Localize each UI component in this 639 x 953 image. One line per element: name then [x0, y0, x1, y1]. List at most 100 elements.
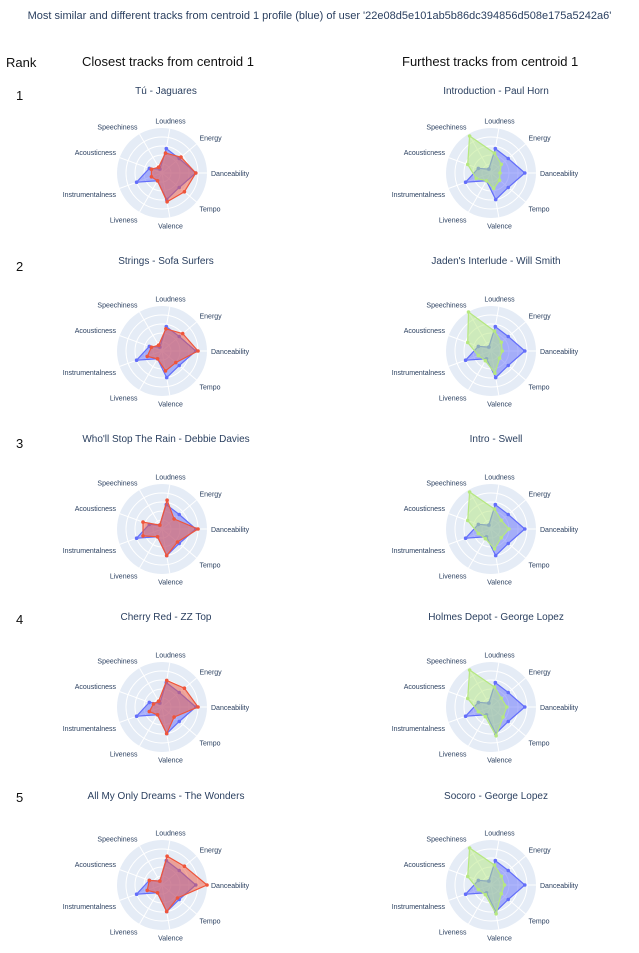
furthest-track-point-loudness [492, 685, 497, 689]
axis-label-instrumentalness: Instrumentalness [392, 904, 446, 911]
axis-label-tempo: Tempo [200, 563, 221, 570]
axis-label-loudness: Loudness [155, 475, 186, 482]
axis-label-danceability: Danceability [211, 527, 250, 534]
axis-label-loudness: Loudness [484, 653, 515, 660]
axis-label-speechiness: Speechiness [97, 659, 138, 666]
axis-label-tempo: Tempo [529, 563, 550, 570]
closest-radar-3: Danceability Energy Loudness Speechiness Aco… [63, 475, 250, 587]
furthest-track-point-liveness [483, 714, 488, 719]
centroid-point-danceability [523, 527, 527, 531]
closest-track-title: Strings - Sofa Surfers [118, 256, 214, 267]
furthest-track-point-danceability [507, 527, 511, 531]
axis-label-danceability: Danceability [540, 705, 579, 712]
centroid-point-energy [177, 512, 181, 517]
centroid-point-tempo [177, 363, 181, 368]
axis-label-instrumentalness: Instrumentalness [63, 370, 117, 377]
axis-label-instrumentalness: Instrumentalness [392, 726, 446, 733]
axis-label-tempo: Tempo [529, 385, 550, 392]
closest-track-point-danceability [196, 349, 200, 353]
closest-track-point-loudness [165, 854, 169, 858]
closest-track-area [142, 498, 200, 557]
axis-label-instrumentalness: Instrumentalness [63, 548, 117, 555]
rank-number: 5 [16, 790, 24, 805]
rank-header: Rank [6, 55, 37, 70]
rank-number: 3 [16, 436, 24, 451]
centroid-point-danceability [523, 705, 527, 709]
centroid-point-tempo [177, 719, 181, 724]
axis-label-valence: Valence [487, 579, 512, 586]
centroid-point-energy [506, 334, 511, 339]
axis-label-speechiness: Speechiness [426, 481, 467, 488]
centroid-point-energy [506, 868, 511, 873]
furthest-track-point-liveness [483, 536, 488, 541]
axis-label-energy: Energy [200, 136, 223, 143]
furthest-track-title: Jaden's Interlude - Will Smith [431, 256, 561, 267]
axis-label-instrumentalness: Instrumentalness [63, 726, 117, 733]
axis-label-liveness: Liveness [110, 217, 138, 224]
furthest-track-point-speechiness [467, 846, 472, 850]
axis-label-acousticness: Acousticness [404, 684, 446, 691]
closest-track-title: All My Only Dreams - The Wonders [87, 791, 245, 802]
furthest-track-point-liveness [483, 892, 488, 897]
axis-label-speechiness: Speechiness [426, 659, 467, 666]
axis-label-energy: Energy [529, 670, 552, 677]
closest-track-point-valence [164, 731, 169, 736]
axis-label-valence: Valence [487, 401, 512, 408]
closest-track-point-tempo [172, 715, 176, 719]
furthest-track-point-energy [499, 696, 504, 701]
furthest-track-point-tempo [501, 715, 505, 719]
furthest-track-point-speechiness [467, 490, 472, 494]
furthest-track-point-instrumentalness [476, 353, 481, 358]
closest-track-point-acousticness [149, 345, 154, 350]
axis-label-valence: Valence [158, 935, 183, 942]
closest-column-header: Closest tracks from centroid 1 [82, 54, 254, 69]
centroid-point-tempo [506, 185, 511, 190]
centroid-point-tempo [506, 541, 511, 546]
centroid-point-loudness [493, 680, 498, 685]
furthest-track-point-tempo [499, 535, 504, 540]
axis-label-acousticness: Acousticness [404, 862, 446, 869]
furthest-track-point-energy [499, 874, 504, 879]
closest-track-point-energy [179, 155, 183, 159]
furthest-track-point-energy [499, 340, 504, 345]
axis-label-tempo: Tempo [529, 207, 550, 214]
furthest-track-title: Intro - Swell [469, 434, 523, 445]
furthest-track-point-acousticness [465, 874, 470, 879]
closest-track-point-loudness [165, 498, 169, 503]
furthest-track-point-loudness [492, 507, 497, 511]
axis-label-liveness: Liveness [439, 573, 467, 580]
figure-title: Most similar and different tracks from c… [27, 10, 612, 22]
closest-track-point-energy [182, 864, 187, 868]
centroid-point-loudness [164, 146, 169, 151]
closest-track-area [146, 328, 199, 372]
axis-label-loudness: Loudness [155, 653, 186, 660]
axis-label-speechiness: Speechiness [97, 303, 138, 310]
axis-label-loudness: Loudness [484, 119, 515, 126]
furthest-track-point-acousticness [465, 518, 470, 523]
furthest-track-point-danceability [502, 883, 507, 887]
axis-label-energy: Energy [529, 848, 552, 855]
closest-track-point-liveness [155, 713, 160, 717]
axis-label-loudness: Loudness [155, 119, 186, 126]
furthest-track-title: Introduction - Paul Horn [443, 86, 549, 97]
closest-track-point-instrumentalness [149, 175, 154, 179]
closest-track-area [150, 152, 197, 203]
closest-track-point-valence [165, 200, 169, 204]
closest-track-point-instrumentalness [145, 354, 149, 359]
axis-label-tempo: Tempo [529, 919, 550, 926]
centroid-point-tempo [506, 719, 511, 724]
axis-label-acousticness: Acousticness [75, 328, 117, 335]
centroid-point-instrumentalness [134, 892, 139, 896]
axis-label-liveness: Liveness [439, 929, 467, 936]
closest-track-point-speechiness [156, 699, 161, 703]
closest-track-title: Tú - Jaguares [135, 86, 197, 97]
axis-label-liveness: Liveness [110, 929, 138, 936]
furthest-track-title: Holmes Depot - George Lopez [428, 612, 564, 623]
axis-label-acousticness: Acousticness [404, 150, 446, 157]
centroid-point-instrumentalness [463, 180, 468, 184]
closest-track-point-valence [163, 369, 168, 373]
closest-track-point-valence [164, 553, 169, 558]
centroid-point-acousticness [147, 700, 152, 705]
centroid-point-tempo [506, 363, 511, 368]
furthest-track-point-tempo [497, 356, 502, 361]
